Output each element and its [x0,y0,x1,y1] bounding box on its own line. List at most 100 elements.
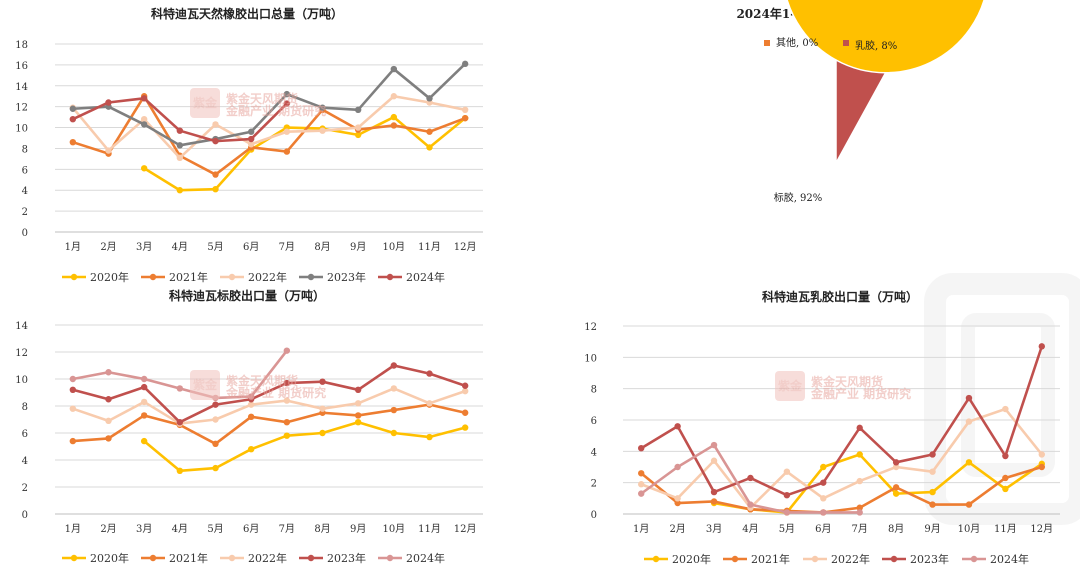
c4-y-tick-label: 4 [591,447,597,458]
c4-data-point [1038,451,1045,458]
c3-legend-marker [307,554,315,562]
c3-legend-label: 2024年 [406,551,445,565]
c3-data-point [354,412,362,419]
c4-legend-label: 2021年 [751,552,790,566]
c3-data-point [247,401,255,408]
c4-data-point [783,492,791,499]
c1-data-point [212,185,219,193]
c4-data-point [965,418,973,425]
c1-watermark-brand: 紫金天风期货 [226,91,298,106]
c4-data-point [638,481,645,488]
c1-data-point [283,90,291,98]
c4-legend-marker [731,555,739,563]
c1-watermark-seal [190,88,220,118]
c4-series-line [639,407,1044,510]
c4-data-point [929,501,936,508]
c1-data-point [176,142,184,149]
c4-x-tick-label: 7月 [852,523,868,535]
c3-title: 科特迪瓦标胶出口量（万吨） [169,288,325,303]
c1-data-point [354,106,362,114]
c4-data-point [674,495,681,502]
c3-data-point [105,435,112,442]
c4-data-point [747,474,754,482]
c1-watermark-sub: 金融产业 期货研究 [225,103,326,118]
c1-y-tick-label: 0 [22,228,28,239]
c1-series-line [71,62,467,147]
c4-legend-marker [811,555,819,563]
c1-data-point [461,114,469,122]
c3-data-point [105,369,112,376]
c3-y-tick-label: 12 [15,348,28,359]
c4-x-tick-label: 5月 [779,523,795,535]
c3-data-point [105,396,112,403]
c4-legend-marker [652,555,660,563]
c1-data-point [105,147,112,154]
c4-watermark-seal-text: 紫金 [778,378,803,393]
c4-series-2022年 [638,405,1045,511]
c3-watermark-sub: 金融产业 期货研究 [225,385,326,400]
c3-data-point [176,385,184,392]
c4-data-point [783,509,791,516]
c3-data-point [140,412,148,419]
c4-data-point [710,457,718,464]
c1-data-point [461,106,469,114]
c4-data-point [856,451,863,458]
c4-watermark-seal [775,371,805,401]
c1-legend-marker [70,273,78,281]
c3-x-tick-label: 9月 [350,523,366,535]
c1-data-point [176,127,184,134]
c4-data-point [929,451,936,458]
c4-data-point [1002,405,1009,413]
c3-x-tick-label: 8月 [314,523,330,535]
c1-y-tick-label: 12 [15,103,28,114]
c1-x-tick-label: 5月 [207,241,223,253]
c4-data-point [638,490,645,497]
c3-x-tick-label: 11月 [418,523,441,535]
c3-x-tick-label: 6月 [243,523,259,535]
c1-y-tick-label: 8 [22,144,28,155]
c3-x-tick-label: 12月 [454,523,477,535]
c4-line-chart: 科特迪瓦乳胶出口量（万吨） 0 2 4 6 8 10 12 1月 2月 3月 4月 5月 6月 7月 8月 9月… [584,289,1060,566]
c4-data-point [856,509,863,516]
c4-y-tick-label: 0 [591,510,597,521]
c1-title: 科特迪瓦天然橡胶出口总量（万吨） [151,6,343,21]
c3-x-tick-label: 7月 [279,523,295,535]
c4-legend-marker [890,555,898,563]
c1-watermark-seal-text: 紫金 [193,95,218,110]
c1-data-point [247,128,255,135]
c3-data-point [461,424,469,431]
c1-y-tick-label: 14 [15,82,28,93]
c3-data-point [283,347,291,354]
c1-data-point [247,141,255,148]
c4-series-line [639,345,1044,497]
c1-legend-marker [228,273,236,281]
c1-data-point [426,95,433,102]
c4-data-point [674,423,681,430]
c2-legend-swatch [843,40,849,46]
c3-line-chart: 科特迪瓦标胶出口量（万吨） 0 2 4 6 8 10 12 14 1月 2月 3月 4月 5月 6月 7月 8月… [15,288,483,565]
c1-data-point [212,171,219,178]
c4-data-point [1038,463,1045,471]
c3-data-point [247,446,255,453]
c3-series-2020年 [140,419,469,474]
c1-data-point [390,122,398,129]
c3-data-point [247,413,255,420]
c1-data-point [140,121,148,128]
c4-data-point [820,479,827,486]
c1-data-point [212,137,219,145]
c3-data-point [354,386,362,393]
c3-series-line [142,420,467,473]
c4-data-point [856,477,863,485]
c3-y-tick-label: 6 [22,429,28,440]
c1-y-tick-label: 16 [15,61,28,72]
c1-legend-label: 2023年 [327,270,366,284]
c2-legend-label: 其他, 0% [776,36,818,49]
c1-data-point [426,144,433,151]
c4-series-2021年 [638,463,1045,516]
c4-data-point [929,488,936,496]
c1-series-line [142,115,467,192]
c3-data-point [176,419,184,426]
c4-watermark-sub: 金融产业 期货研究 [810,386,911,401]
